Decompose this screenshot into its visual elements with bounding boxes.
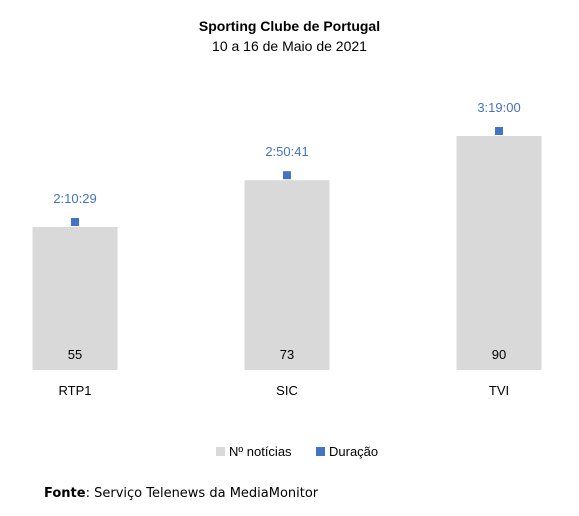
duration-marker-tvi [495, 127, 503, 135]
bar-sic [244, 180, 330, 370]
category-label: RTP1 [59, 383, 92, 398]
duration-label: 2:50:41 [265, 144, 308, 159]
duration-marker-rtp1 [71, 218, 79, 226]
source-colon: : [85, 486, 95, 501]
bar-value-label: 90 [492, 347, 506, 362]
category-label: TVI [489, 383, 509, 398]
bar-tvi [456, 136, 542, 370]
bar-value-label: 73 [280, 347, 294, 362]
source-note: Fonte: Serviço Telenews da MediaMonitor [44, 486, 318, 501]
legend-swatch-noticias [216, 447, 225, 456]
source-label: Fonte [44, 486, 86, 501]
duration-label: 3:19:00 [477, 100, 520, 115]
chart-title: Sporting Clube de Portugal [198, 18, 381, 34]
duration-marker-sic [283, 171, 291, 180]
bar-rtp1 [32, 227, 118, 370]
category-label: SIC [276, 383, 298, 398]
duration-label: 2:10:29 [53, 191, 96, 206]
legend-label-duracao: Duração [329, 444, 378, 459]
source-text: Serviço Telenews da MediaMonitor [94, 486, 319, 501]
legend-swatch-duracao [316, 447, 325, 456]
legend-label-noticias: Nº notícias [229, 444, 292, 459]
bar-value-label: 55 [68, 347, 82, 362]
chart-subtitle: 10 a 16 de Maio de 2021 [212, 38, 367, 54]
